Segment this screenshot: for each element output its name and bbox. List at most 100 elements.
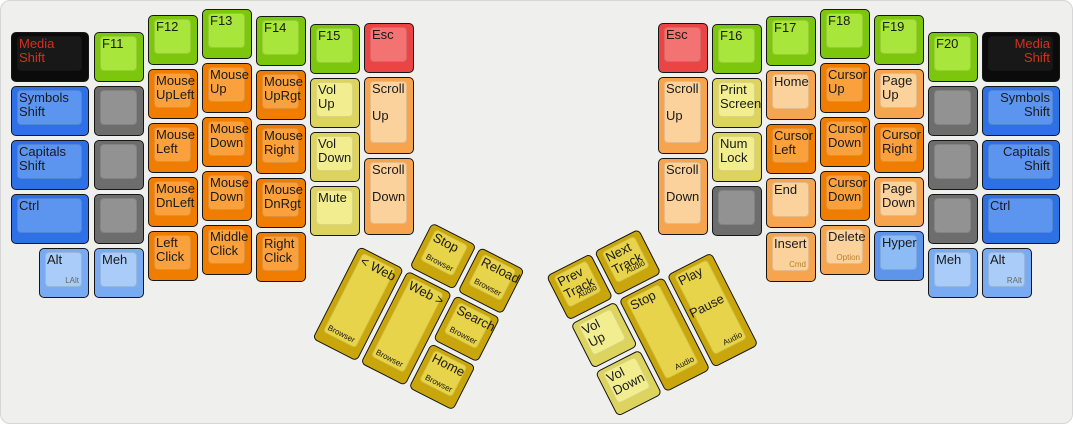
key-capitals-shift-right-cap: [988, 144, 1053, 179]
key-end[interactable]: End: [766, 178, 816, 228]
key-esc-left[interactable]: Esc: [364, 23, 414, 73]
key-blank-r4[interactable]: [712, 186, 762, 236]
key-media-shift-right-cap: [988, 36, 1053, 71]
key-alt-right-label: Alt: [990, 252, 1006, 267]
key-blank-l2[interactable]: [94, 140, 144, 190]
key-f20-cap: [934, 36, 971, 71]
key-ctrl-left[interactable]: Ctrl: [11, 194, 89, 244]
key-hyper[interactable]: Hyper: [874, 231, 924, 281]
key-capitals-shift-left[interactable]: Capitals Shift: [11, 140, 89, 190]
key-f14-cap: [262, 20, 299, 55]
key-scroll-up-left[interactable]: Scroll Up: [364, 77, 414, 154]
key-symbols-shift-right-label: Symbols Shift: [1000, 90, 1050, 119]
key-mute[interactable]: Mute: [310, 186, 360, 236]
key-esc-right-cap: [664, 27, 701, 62]
key-home-cap: [772, 74, 809, 109]
key-scroll-down-right[interactable]: Scroll Down: [658, 158, 708, 235]
key-alt-right[interactable]: Alt RAlt: [982, 248, 1032, 298]
key-f13-label: F13: [210, 13, 233, 28]
key-ctrl-left-cap: [17, 198, 82, 233]
key-esc-left-label: Esc: [372, 27, 394, 42]
key-ctrl-right[interactable]: Ctrl: [982, 194, 1060, 244]
key-mouse-down-2[interactable]: Mouse Down: [202, 171, 252, 221]
key-blank-l3[interactable]: [94, 194, 144, 244]
key-mouse-right[interactable]: Mouse Right: [256, 124, 306, 174]
key-end-cap: [772, 182, 809, 217]
key-capitals-shift-right[interactable]: Capitals Shift: [982, 140, 1060, 190]
key-media-shift-right[interactable]: Media Shift: [982, 32, 1060, 82]
key-media-shift-left[interactable]: Media Shift: [11, 32, 89, 82]
key-f11[interactable]: F11: [94, 32, 144, 82]
key-mouse-down-1[interactable]: Mouse Down: [202, 117, 252, 167]
key-mouse-dnleft[interactable]: Mouse DnLeft: [148, 177, 198, 227]
key-mouse-upleft[interactable]: Mouse UpLeft: [148, 69, 198, 119]
key-home[interactable]: Home: [766, 70, 816, 120]
key-mouse-up-cap: [208, 67, 245, 102]
key-blank-r3[interactable]: [928, 194, 978, 244]
key-right-click[interactable]: Right Click: [256, 232, 306, 282]
key-page-up[interactable]: Page Up: [874, 69, 924, 119]
key-page-down[interactable]: Page Down: [874, 177, 924, 227]
key-scroll-up-right-cap: [664, 81, 701, 143]
key-num-lock[interactable]: Num Lock: [712, 132, 762, 182]
key-middle-click-cap: [208, 229, 245, 264]
key-blank-r1[interactable]: [928, 86, 978, 136]
key-f12[interactable]: F12: [148, 15, 198, 65]
key-f12-label: F12: [156, 19, 179, 34]
key-vol-up-left-cap: [316, 82, 353, 117]
key-blank-l1[interactable]: [94, 86, 144, 136]
key-esc-right[interactable]: Esc: [658, 23, 708, 73]
key-f19[interactable]: F19: [874, 15, 924, 65]
key-scroll-up-right[interactable]: Scroll Up: [658, 77, 708, 154]
key-cursor-right-cap: [880, 127, 917, 162]
key-insert[interactable]: Insert Cmd: [766, 232, 816, 282]
key-middle-click[interactable]: Middle Click: [202, 225, 252, 275]
key-capitals-shift-left-cap: [17, 144, 82, 179]
key-cursor-down-2[interactable]: Cursor Down: [820, 171, 870, 221]
key-cursor-down-1[interactable]: Cursor Down: [820, 117, 870, 167]
key-vol-up-left[interactable]: Vol Up: [310, 78, 360, 128]
key-mouse-down-1-cap: [208, 121, 245, 156]
key-alt-left[interactable]: Alt LAlt: [39, 248, 89, 298]
key-alt-right-cap: [988, 252, 1025, 287]
key-blank-r4-cap: [718, 190, 755, 225]
key-f11-label: F11: [102, 36, 124, 51]
key-f16-label: F16: [720, 28, 743, 43]
key-mute-label: Mute: [318, 190, 347, 205]
key-scroll-down-left[interactable]: Scroll Down: [364, 158, 414, 235]
key-blank-r2[interactable]: [928, 140, 978, 190]
key-mouse-dnrgt[interactable]: Mouse DnRgt: [256, 178, 306, 228]
key-left-click[interactable]: Left Click: [148, 231, 198, 281]
key-symbols-shift-right[interactable]: Symbols Shift: [982, 86, 1060, 136]
key-f15[interactable]: F15: [310, 24, 360, 74]
key-meh-right[interactable]: Meh: [928, 248, 978, 298]
key-mouse-uprgt[interactable]: Mouse UpRgt: [256, 70, 306, 120]
key-alt-left-sublabel: LAlt: [65, 276, 79, 285]
key-page-up-cap: [880, 73, 917, 108]
key-mouse-up[interactable]: Mouse Up: [202, 63, 252, 113]
key-blank-r2-cap: [934, 144, 971, 179]
key-delete[interactable]: Delete Option: [820, 225, 870, 275]
key-f17[interactable]: F17: [766, 16, 816, 66]
key-f16[interactable]: F16: [712, 24, 762, 74]
key-vol-down-left[interactable]: Vol Down: [310, 132, 360, 182]
key-f18[interactable]: F18: [820, 9, 870, 59]
key-vol-up-left-label: Vol Up: [318, 82, 337, 111]
key-symbols-shift-left[interactable]: Symbols Shift: [11, 86, 89, 136]
key-cursor-right[interactable]: Cursor Right: [874, 123, 924, 173]
key-f13[interactable]: F13: [202, 9, 252, 59]
key-media-shift-left-label: Media Shift: [19, 36, 55, 65]
key-meh-left[interactable]: Meh: [94, 248, 144, 298]
key-mouse-left[interactable]: Mouse Left: [148, 123, 198, 173]
key-print-screen[interactable]: Print Screen: [712, 78, 762, 128]
key-blank-l1-cap: [100, 90, 137, 125]
key-num-lock-label: Num Lock: [720, 136, 748, 165]
key-f11-cap: [100, 36, 137, 71]
key-cursor-up[interactable]: Cursor Up: [820, 63, 870, 113]
key-scroll-up-left-label: Scroll Up: [372, 81, 405, 123]
key-f20[interactable]: F20: [928, 32, 978, 82]
key-delete-cap: [826, 229, 863, 264]
key-cursor-left[interactable]: Cursor Left: [766, 124, 816, 174]
key-cursor-right-label: Cursor Right: [882, 127, 922, 156]
key-f14[interactable]: F14: [256, 16, 306, 66]
